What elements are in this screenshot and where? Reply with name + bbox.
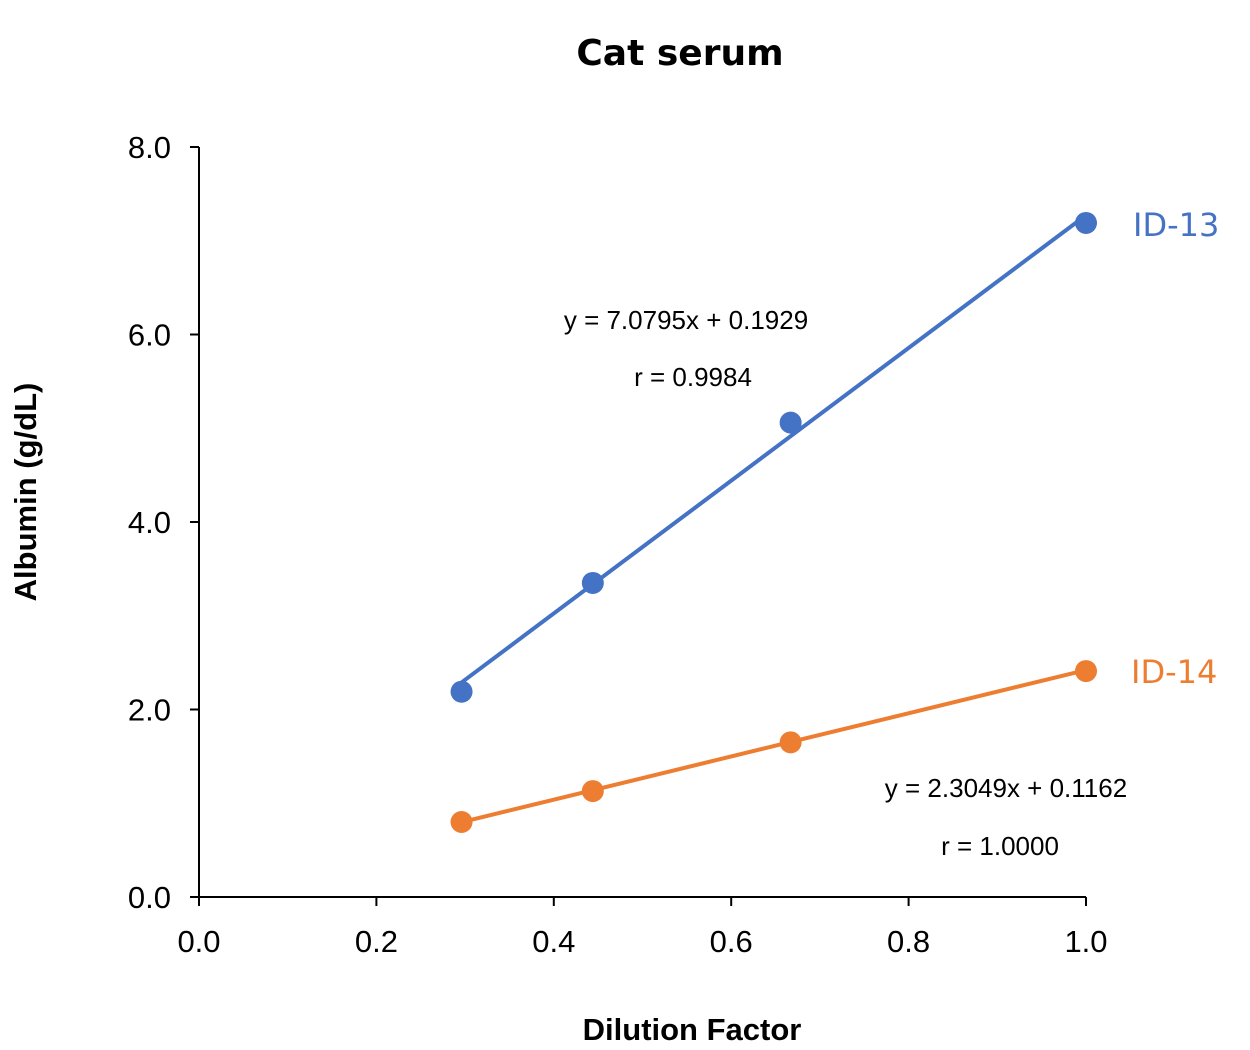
points bbox=[450, 211, 1097, 833]
r-value-id-14: r = 1.0000 bbox=[941, 831, 1059, 861]
y-tick-label: 0.0 bbox=[128, 880, 171, 915]
ticks: 0.0 0.2 0.4 0.6 0.8 1.0 0.0 2.0 4.0 6.0 8.0 bbox=[128, 130, 1108, 959]
data-point-id-14 bbox=[450, 811, 473, 833]
y-tick-label: 4.0 bbox=[128, 505, 171, 540]
trendline-id-13 bbox=[460, 213, 1088, 685]
x-tick-label: 1.0 bbox=[1064, 924, 1107, 959]
x-tick-label: 0.0 bbox=[177, 924, 220, 959]
chart-title: Cat serum bbox=[576, 33, 783, 74]
equation-id-13: y = 7.0795x + 0.1929 bbox=[564, 305, 808, 335]
y-axis-label: Albumin (g/dL) bbox=[8, 383, 43, 602]
x-axis-label: Dilution Factor bbox=[583, 1012, 802, 1047]
x-tick-label: 0.4 bbox=[532, 924, 575, 959]
data-point-id-14 bbox=[1075, 660, 1097, 683]
data-point-id-14 bbox=[779, 731, 802, 754]
x-tick-label: 0.2 bbox=[355, 924, 398, 959]
data-point-id-13 bbox=[1075, 211, 1097, 234]
series-label-id-14: ID-14 bbox=[1131, 653, 1217, 691]
x-tick-label: 0.6 bbox=[710, 924, 753, 959]
data-point-id-13 bbox=[581, 571, 604, 594]
r-value-id-13: r = 0.9984 bbox=[634, 362, 752, 392]
annotations: ID-13 ID-14 y = 7.0795x + 0.1929 r = 0.9… bbox=[564, 206, 1220, 861]
trendlines bbox=[460, 213, 1088, 825]
data-point-id-13 bbox=[779, 411, 802, 434]
equation-id-14: y = 2.3049x + 0.1162 bbox=[885, 773, 1127, 803]
x-tick-label: 0.8 bbox=[887, 924, 930, 959]
y-tick-label: 8.0 bbox=[128, 130, 171, 165]
trendline-id-14 bbox=[461, 668, 1087, 825]
series-label-id-13: ID-13 bbox=[1133, 206, 1219, 244]
data-point-id-13 bbox=[450, 680, 473, 703]
y-tick-label: 2.0 bbox=[128, 693, 171, 728]
y-tick-label: 6.0 bbox=[128, 318, 171, 353]
data-point-id-14 bbox=[581, 780, 604, 803]
